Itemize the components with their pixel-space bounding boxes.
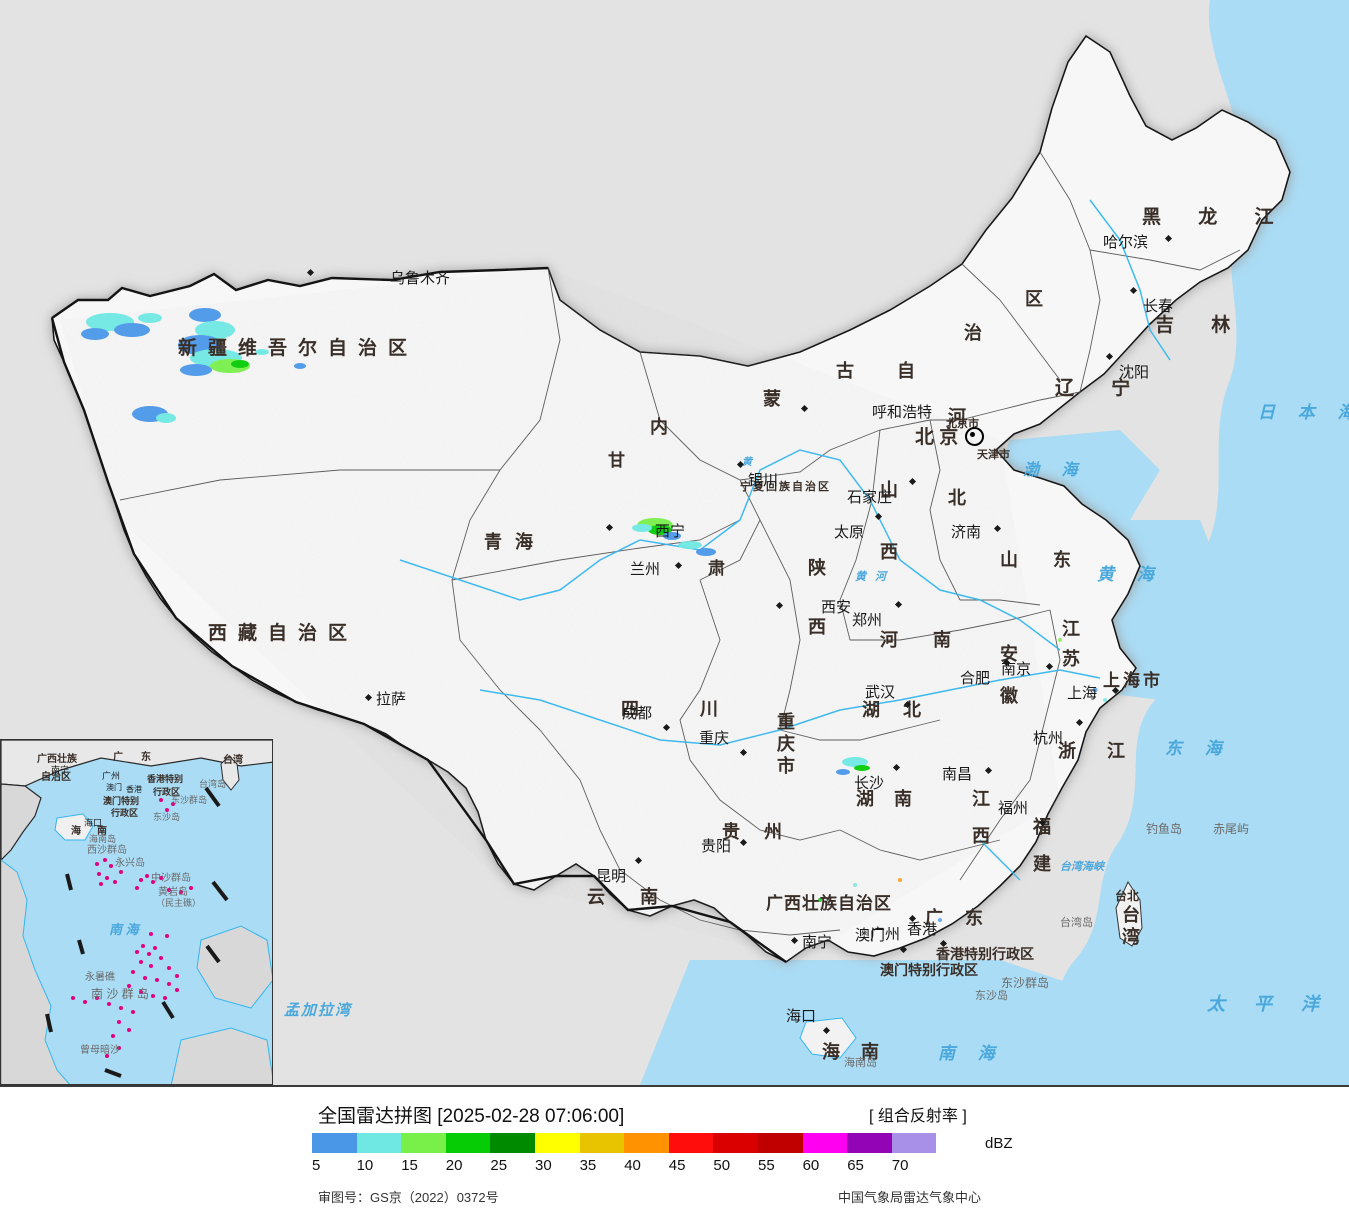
echo-central bbox=[836, 757, 870, 775]
capital-marker-beijing bbox=[965, 427, 984, 446]
inset-graphic bbox=[1, 740, 272, 1084]
approval-number: 审图号：GS京（2022）0372号 bbox=[318, 1190, 499, 1205]
colorbar-unit-label: dBZ bbox=[985, 1135, 1013, 1152]
colorbar-tick-5: 5 bbox=[312, 1157, 321, 1174]
colorbar-tick-35: 35 bbox=[579, 1157, 597, 1174]
rivers bbox=[399, 199, 1171, 881]
agency-name: 中国气象局雷达气象中心 bbox=[838, 1190, 982, 1205]
colorbar-segment-7 bbox=[624, 1133, 669, 1153]
echo-xining bbox=[632, 518, 716, 556]
south-china-sea-inset[interactable]: 广西壮族 自治区 南宁广东广州 澳门 香港 香港特别 行政区 澳门特别 行政区 台湾 台湾岛 东沙群岛… bbox=[0, 739, 273, 1085]
colorbar-tick-60: 60 bbox=[802, 1157, 820, 1174]
colorbar-segment-4 bbox=[490, 1133, 535, 1153]
colorbar-tick-45: 45 bbox=[668, 1157, 686, 1174]
colorbar-tick-55: 55 bbox=[758, 1157, 775, 1174]
south-china-sea bbox=[640, 960, 1120, 1085]
hainan-island bbox=[799, 1017, 857, 1059]
colorbar-segment-0 bbox=[312, 1133, 357, 1153]
colorbar-tick-50: 50 bbox=[713, 1157, 731, 1174]
colorbar-tick-25: 25 bbox=[490, 1157, 508, 1174]
colorbar-segment-13 bbox=[891, 1133, 937, 1153]
colorbar-segment-11 bbox=[802, 1133, 848, 1153]
radar-echo-layer bbox=[81, 308, 1107, 922]
pacific-ocean bbox=[1050, 0, 1349, 1085]
colorbar-segment-12 bbox=[847, 1133, 892, 1153]
colorbar-tick-40: 40 bbox=[624, 1157, 641, 1174]
colorbar-segment-8 bbox=[668, 1133, 714, 1153]
dbz-colorbar[interactable] bbox=[312, 1133, 937, 1153]
colorbar-tick-15: 15 bbox=[401, 1157, 418, 1174]
colorbar-segment-2 bbox=[401, 1133, 446, 1153]
taiwan-island bbox=[1115, 880, 1143, 947]
national-border bbox=[50, 266, 787, 963]
colorbar-segment-9 bbox=[713, 1133, 758, 1153]
colorbar-tick-group: 5 10 15 20 25 30 35 40 45 50 55 60 65 70 bbox=[306, 1157, 1006, 1175]
colorbar-tick-20: 20 bbox=[445, 1157, 463, 1174]
colorbar-tick-30: 30 bbox=[535, 1157, 552, 1174]
inset-island-markers bbox=[71, 798, 193, 1058]
colorbar-segment-5 bbox=[534, 1133, 580, 1153]
title-row: 全国雷达拼图 [2025-02-28 07:06:00] [ 组合反射率 ] bbox=[318, 1101, 1298, 1127]
legend-footer: 全国雷达拼图 [2025-02-28 07:06:00] [ 组合反射率 ] d… bbox=[0, 1085, 1349, 1208]
colorbar-segment-10 bbox=[757, 1133, 803, 1153]
colorbar-segment-1 bbox=[356, 1133, 402, 1153]
page-title: 全国雷达拼图 [2025-02-28 07:06:00] bbox=[318, 1106, 625, 1127]
map-canvas[interactable]: 新疆维吾尔自治区 西藏自治区青 海甘肃内蒙古自治区黑 龙 江吉 林辽 宁河北北京市… bbox=[0, 0, 1349, 1085]
colorbar-tick-65: 65 bbox=[847, 1157, 864, 1174]
province-boundaries bbox=[119, 151, 1241, 936]
product-label: [ 组合反射率 ] bbox=[869, 1108, 967, 1125]
echo-xinjiang bbox=[81, 308, 306, 423]
colorbar-tick-70: 70 bbox=[891, 1157, 909, 1174]
colorbar-segment-6 bbox=[579, 1133, 625, 1153]
colorbar-tick-10: 10 bbox=[356, 1157, 374, 1174]
echo-coastal bbox=[818, 638, 1107, 922]
colorbar-segment-3 bbox=[445, 1133, 491, 1153]
